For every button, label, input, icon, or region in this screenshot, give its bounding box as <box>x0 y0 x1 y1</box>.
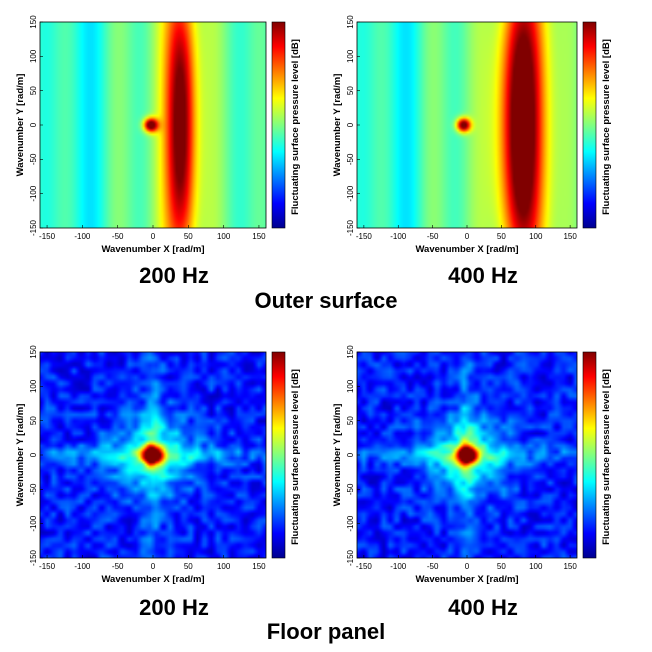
heatmap-image <box>357 22 577 228</box>
y-axis-label: Wavenumber Y [rad/m] <box>332 74 343 177</box>
y-tick-label: -150 <box>29 549 38 566</box>
colorbar-label: Fluctuating surface pressure level [dB] <box>601 39 612 215</box>
y-tick-label: -100 <box>346 185 355 202</box>
x-tick-label: -150 <box>356 562 373 571</box>
y-tick-label: 50 <box>346 86 355 95</box>
heatmap-panel-1: -150 -100 -50 0 50 100 150 -150 -100 -50 0 50 100 150… <box>332 15 612 255</box>
x-tick-label: 100 <box>217 232 231 241</box>
y-tick-label: -50 <box>346 153 355 165</box>
x-tick-label: 50 <box>184 232 193 241</box>
freq-label-floor-200: 200 Hz <box>139 595 209 620</box>
x-tick-label: -150 <box>356 232 373 241</box>
colorbar <box>271 21 286 229</box>
y-tick-label: 0 <box>346 122 355 127</box>
x-tick-label: 150 <box>252 232 266 241</box>
x-tick-label: -100 <box>74 232 91 241</box>
x-tick-label: 50 <box>497 562 506 571</box>
x-tick-label: 150 <box>252 562 266 571</box>
y-axis-label: Wavenumber Y [rad/m] <box>15 74 26 177</box>
x-tick-label: -50 <box>112 232 124 241</box>
y-axis-label: Wavenumber Y [rad/m] <box>332 404 343 507</box>
y-tick-label: 50 <box>29 416 38 425</box>
y-tick-label: 0 <box>29 122 38 127</box>
y-tick-label: -150 <box>29 219 38 236</box>
x-tick-label: -150 <box>39 232 56 241</box>
x-tick-label: 150 <box>563 562 577 571</box>
y-tick-label: 50 <box>29 86 38 95</box>
colorbar-label: Fluctuating surface pressure level [dB] <box>290 39 301 215</box>
y-tick-label: 100 <box>29 379 38 393</box>
y-tick-label: 100 <box>346 49 355 63</box>
x-axis-label: Wavenumber X [rad/m] <box>101 574 204 585</box>
x-tick-label: 100 <box>529 232 543 241</box>
section-caption-outer: Outer surface <box>254 288 398 313</box>
y-tick-label: -100 <box>29 515 38 532</box>
y-tick-label: 100 <box>346 379 355 393</box>
colorbar-label: Fluctuating surface pressure level [dB] <box>290 369 301 545</box>
heatmap-image <box>40 352 266 558</box>
y-tick-label: 100 <box>29 49 38 63</box>
colorbar <box>582 21 597 229</box>
x-tick-label: -50 <box>112 562 124 571</box>
y-tick-label: -150 <box>346 549 355 566</box>
heatmap-panel-3: -150 -100 -50 0 50 100 150 -150 -100 -50 0 50 100 150… <box>332 345 612 585</box>
heatmap-panel-0: -150 -100 -50 0 50 100 150 -150 -100 -50 0 50 100 150… <box>15 15 301 255</box>
x-tick-label: 100 <box>529 562 543 571</box>
x-tick-label: 0 <box>151 562 156 571</box>
colorbar <box>271 351 286 559</box>
x-axis-label: Wavenumber X [rad/m] <box>101 244 204 255</box>
y-tick-label: -150 <box>346 219 355 236</box>
x-tick-label: 0 <box>465 232 470 241</box>
freq-label-outer-200: 200 Hz <box>139 263 209 288</box>
section-caption-floor: Floor panel <box>266 619 386 644</box>
x-tick-label: 0 <box>151 232 156 241</box>
x-tick-label: -100 <box>390 562 407 571</box>
heatmap-panel-2: -150 -100 -50 0 50 100 150 -150 -100 -50 0 50 100 150… <box>15 345 301 585</box>
x-tick-label: -50 <box>427 232 439 241</box>
x-tick-label: 0 <box>465 562 470 571</box>
freq-label-floor-400: 400 Hz <box>448 595 518 620</box>
y-tick-label: 0 <box>29 452 38 457</box>
colorbar <box>582 351 597 559</box>
y-tick-label: 0 <box>346 452 355 457</box>
x-tick-label: -150 <box>39 562 56 571</box>
y-tick-label: -50 <box>346 483 355 495</box>
y-axis-label: Wavenumber Y [rad/m] <box>15 404 26 507</box>
y-tick-label: -50 <box>29 153 38 165</box>
x-tick-label: 150 <box>563 232 577 241</box>
y-tick-label: -100 <box>346 515 355 532</box>
x-tick-label: 50 <box>497 232 506 241</box>
y-tick-label: 150 <box>29 345 38 359</box>
y-tick-label: -100 <box>29 185 38 202</box>
y-tick-label: -50 <box>29 483 38 495</box>
y-tick-label: 150 <box>346 345 355 359</box>
x-tick-label: 100 <box>217 562 231 571</box>
y-tick-label: 150 <box>29 15 38 29</box>
heatmap-image <box>357 352 577 558</box>
freq-label-outer-400: 400 Hz <box>448 263 518 288</box>
y-tick-label: 150 <box>346 15 355 29</box>
x-axis-label: Wavenumber X [rad/m] <box>415 574 518 585</box>
x-tick-label: -100 <box>74 562 91 571</box>
x-tick-label: 50 <box>184 562 193 571</box>
heatmap-image <box>40 22 266 228</box>
x-tick-label: -50 <box>427 562 439 571</box>
colorbar-label: Fluctuating surface pressure level [dB] <box>601 369 612 545</box>
x-tick-label: -100 <box>390 232 407 241</box>
x-axis-label: Wavenumber X [rad/m] <box>415 244 518 255</box>
y-tick-label: 50 <box>346 416 355 425</box>
